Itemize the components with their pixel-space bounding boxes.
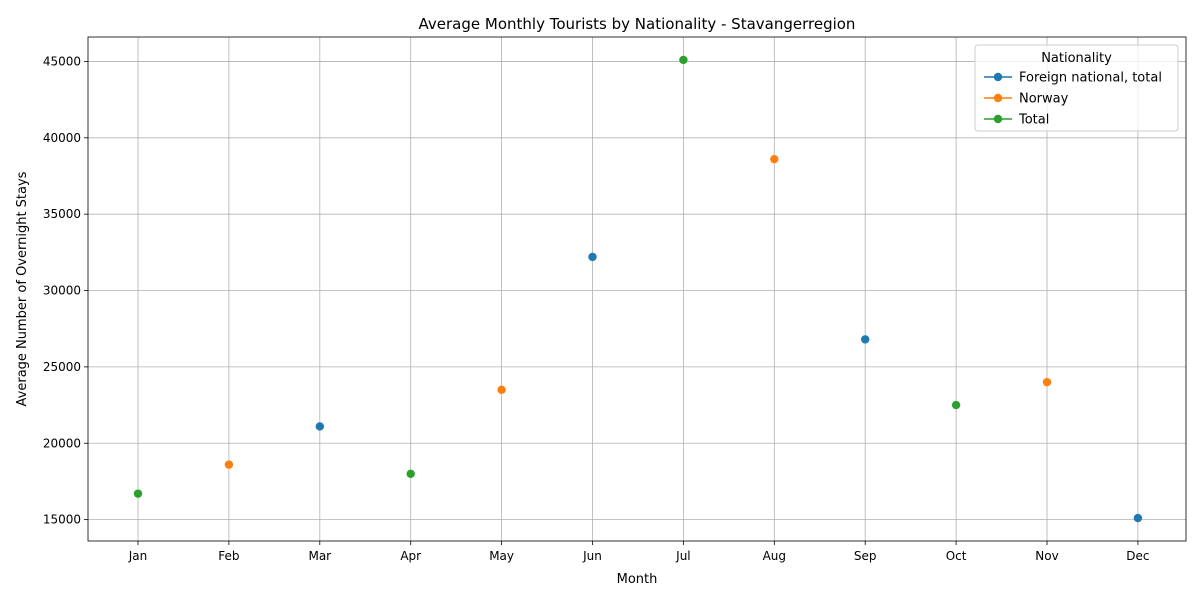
legend-title: Nationality [1041, 51, 1112, 66]
x-tick-label: Feb [218, 549, 239, 563]
legend-marker [993, 72, 1003, 82]
legend-box [974, 44, 1179, 132]
data-point [951, 400, 961, 410]
axes: Jan Feb Mar Apr May Jun Jul Aug Sep Oct Nov Dec 1500… [43, 36, 1187, 563]
x-tick-label: Jan [128, 549, 148, 563]
y-tick-label: 40000 [43, 131, 81, 145]
chart-title: Average Monthly Tourists by Nationality … [419, 15, 856, 33]
data-point [497, 385, 506, 394]
x-tick-label: Apr [400, 549, 421, 563]
x-tick-label: Nov [1035, 549, 1058, 563]
x-tick-label: Sep [854, 549, 877, 563]
data-points [133, 55, 1143, 523]
y-axis-label: Average Number of Overnight Stays [15, 171, 30, 406]
data-point [315, 422, 324, 431]
x-tick-label: Oct [946, 549, 967, 563]
x-tick-label: Jun [582, 549, 602, 563]
x-tick-label: Jul [675, 549, 690, 563]
y-tick-label: 45000 [43, 54, 81, 68]
plot-frame [87, 36, 1187, 542]
x-tick-label: Mar [308, 549, 331, 563]
x-tick-label: Dec [1126, 549, 1149, 563]
legend-label: Total [1018, 113, 1049, 128]
y-tick-label: 35000 [43, 207, 81, 221]
legend: Nationality Foreign national, total Norway… [974, 44, 1179, 132]
legend-label: Norway [1019, 92, 1069, 107]
y-tick-label: 30000 [43, 284, 81, 298]
data-point [1042, 377, 1052, 387]
data-point [679, 55, 688, 65]
x-tick-label: Aug [763, 549, 786, 563]
x-axis-label: Month [617, 572, 658, 587]
data-point [1133, 513, 1143, 523]
y-tick-label: 15000 [43, 513, 81, 527]
data-point [224, 460, 234, 469]
y-tick-label: 20000 [43, 436, 81, 450]
x-tick-label: May [489, 549, 514, 563]
legend-label: Foreign national, total [1019, 71, 1162, 86]
data-point [770, 154, 779, 164]
legend-marker [993, 114, 1003, 124]
legend-marker [993, 93, 1003, 103]
data-point [588, 252, 597, 262]
y-tick-label: 25000 [43, 360, 81, 374]
data-point [861, 335, 870, 344]
data-point [406, 469, 415, 478]
data-point [133, 489, 143, 498]
